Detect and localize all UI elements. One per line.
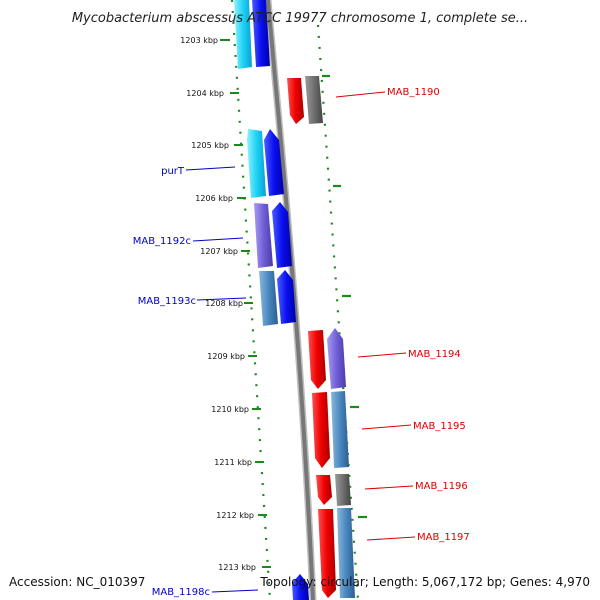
accession-text: Accession: NC_010397 [9, 575, 145, 589]
tick-label: 1204 kbp [186, 89, 224, 98]
gene-arrow[interactable] [335, 474, 351, 506]
tick-label: 1210 kbp [211, 405, 249, 414]
forward-strand-genes [287, 76, 355, 598]
gene-arrow[interactable] [272, 202, 292, 268]
gene-label-MAB_1197[interactable]: MAB_1197 [417, 532, 470, 543]
gene-label-MAB_1198c[interactable]: MAB_1198c [152, 587, 210, 598]
gene-arrow[interactable] [308, 330, 326, 389]
gene-arrow[interactable] [247, 129, 266, 198]
map-title: Mycobacterium abscessus ATCC 19977 chrom… [72, 11, 528, 26]
MAB_1196-gene-arrow[interactable] [316, 475, 332, 505]
reverse-strand-genes [234, 0, 309, 600]
tick-label: 1209 kbp [207, 352, 245, 361]
gene-arrow[interactable] [331, 391, 349, 468]
genome-info-text: Topology: circular; Length: 5,067,172 bp… [259, 575, 590, 589]
left-gene-labels: purT MAB_1192c MAB_1193c MAB_1198c [133, 166, 259, 598]
MAB_1198c-gene-arrow[interactable] [292, 574, 309, 600]
MAB_1194-gene-arrow[interactable] [327, 328, 346, 389]
gene-arrow[interactable] [337, 508, 355, 598]
tick-label: 1207 kbp [200, 247, 238, 256]
MAB_1193c-gene-arrow[interactable] [259, 271, 278, 326]
gene-label-MAB_1196[interactable]: MAB_1196 [415, 481, 468, 492]
gene-label-MAB_1190[interactable]: MAB_1190 [387, 87, 440, 98]
gene-label-MAB_1195[interactable]: MAB_1195 [413, 421, 466, 432]
MAB_1197-gene-arrow[interactable] [318, 509, 336, 598]
tick-label: 1203 kbp [180, 36, 218, 45]
gene-label-MAB_1193c[interactable]: MAB_1193c [138, 296, 196, 307]
MAB_1195-gene-arrow[interactable] [312, 392, 330, 468]
tick-label: 1205 kbp [191, 141, 229, 150]
tick-label: 1208 kbp [205, 299, 243, 308]
gene-arrow[interactable] [252, 0, 270, 67]
gene-label-purT[interactable]: purT [161, 166, 185, 177]
outer-tick-marks [322, 74, 367, 519]
coordinate-ticks: 1203 kbp 1204 kbp 1205 kbp 1206 kbp 1207… [180, 36, 271, 572]
right-gene-labels: MAB_1190 MAB_1194 MAB_1195 MAB_1196 MAB_… [335, 87, 470, 543]
inner-dotted-track [230, 0, 272, 600]
tick-label: 1206 kbp [195, 194, 233, 203]
gene-arrow[interactable] [234, 0, 252, 69]
gene-label-MAB_1194[interactable]: MAB_1194 [408, 349, 461, 360]
gene-arrow[interactable] [277, 270, 296, 324]
tick-label: 1213 kbp [218, 563, 256, 572]
gene-arrow[interactable] [305, 76, 323, 124]
purT-gene-arrow[interactable] [264, 129, 284, 196]
tick-label: 1212 kbp [216, 511, 254, 520]
gene-label-MAB_1192c[interactable]: MAB_1192c [133, 236, 191, 247]
tick-label: 1211 kbp [214, 458, 252, 467]
MAB_1190-gene-arrow[interactable] [287, 78, 304, 124]
MAB_1192c-gene-arrow[interactable] [254, 203, 273, 268]
